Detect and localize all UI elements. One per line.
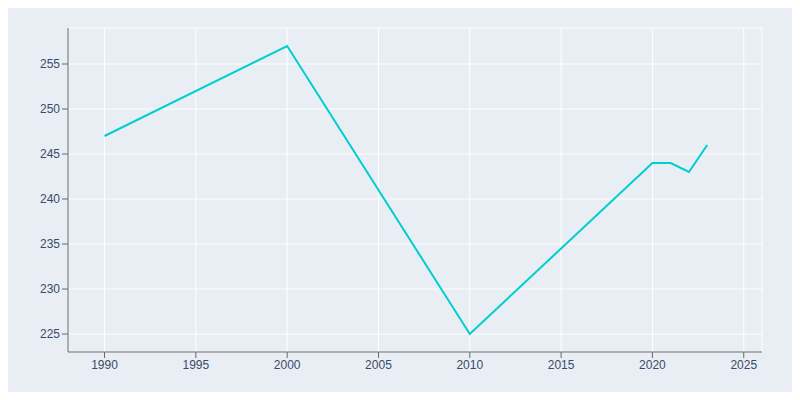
svg-text:245: 245 <box>40 147 60 161</box>
svg-text:1990: 1990 <box>91 358 118 372</box>
svg-text:225: 225 <box>40 327 60 341</box>
svg-text:2020: 2020 <box>639 358 666 372</box>
svg-text:250: 250 <box>40 102 60 116</box>
svg-text:2010: 2010 <box>456 358 483 372</box>
svg-text:2025: 2025 <box>730 358 757 372</box>
svg-text:235: 235 <box>40 237 60 251</box>
svg-text:2015: 2015 <box>548 358 575 372</box>
svg-text:230: 230 <box>40 282 60 296</box>
svg-text:240: 240 <box>40 192 60 206</box>
svg-text:255: 255 <box>40 57 60 71</box>
svg-text:2000: 2000 <box>274 358 301 372</box>
svg-text:2005: 2005 <box>365 358 392 372</box>
svg-text:1995: 1995 <box>182 358 209 372</box>
